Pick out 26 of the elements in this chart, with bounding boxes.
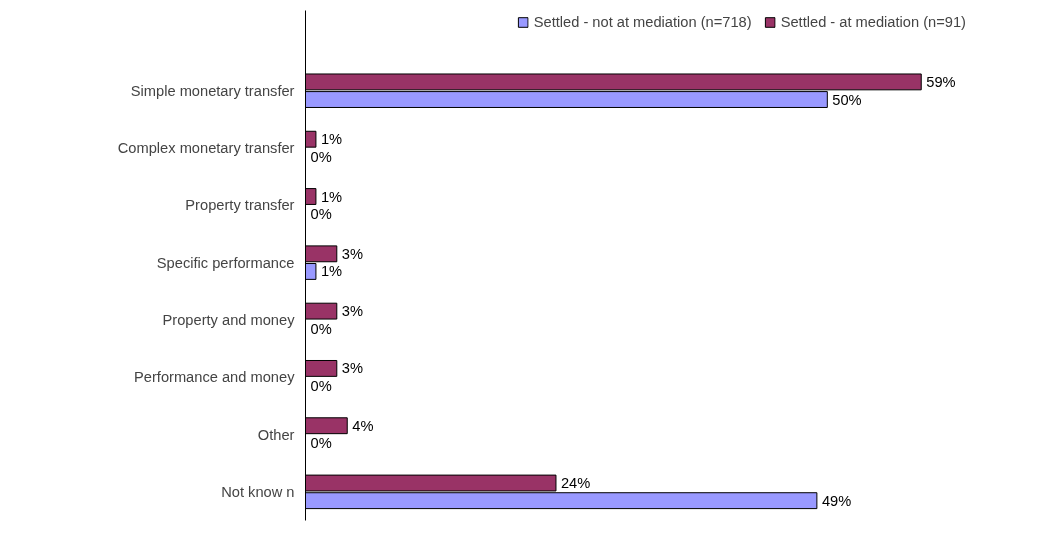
data-label: 50% xyxy=(832,91,862,108)
data-label: 4% xyxy=(352,417,374,434)
data-label: 3% xyxy=(341,303,363,320)
data-label: 1% xyxy=(320,131,343,148)
data-label: 0% xyxy=(310,378,332,395)
data-label: 24% xyxy=(560,475,591,492)
data-label: 49% xyxy=(821,492,852,509)
data-label: 0% xyxy=(310,206,332,223)
data-label: 0% xyxy=(310,435,332,452)
y-tick-label: Specific performance xyxy=(156,254,295,271)
y-tick-label: Complex monetary transfer xyxy=(117,140,295,157)
y-tick-label: Property and money xyxy=(162,311,296,328)
y-tick-label: Other xyxy=(257,426,295,443)
legend-label: Settled - at mediation (n=91) xyxy=(780,14,966,30)
data-label: 0% xyxy=(310,148,332,165)
data-label: 59% xyxy=(926,73,956,90)
y-tick-label: Property transfer xyxy=(185,197,295,214)
data-label: 3% xyxy=(341,360,363,377)
legend-label: Settled - not at mediation (n=718) xyxy=(533,14,752,30)
data-label: 0% xyxy=(310,320,332,337)
y-tick-label: Simple monetary transfer xyxy=(130,82,295,99)
y-tick-label: Not know n xyxy=(221,483,295,500)
data-label: 3% xyxy=(341,245,363,262)
data-label: 1% xyxy=(320,188,343,205)
data-label: 1% xyxy=(320,263,343,280)
y-tick-label: Performance and money xyxy=(134,369,296,386)
